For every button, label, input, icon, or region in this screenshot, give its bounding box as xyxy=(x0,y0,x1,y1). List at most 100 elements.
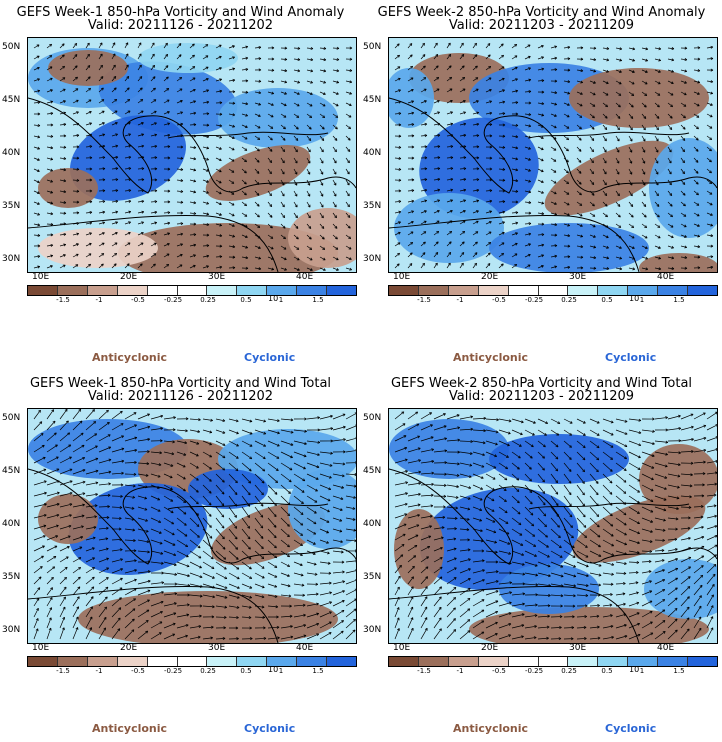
wind-vector xyxy=(228,495,237,507)
wind-vector xyxy=(602,517,614,527)
wind-vector-head xyxy=(303,454,307,458)
wind-vector xyxy=(98,145,105,148)
wind-vector-head xyxy=(76,145,80,149)
wind-vector-head xyxy=(457,450,460,454)
wind-vector-head xyxy=(101,253,105,256)
wind-vector-head xyxy=(528,211,532,215)
wind-vector-head xyxy=(105,537,109,541)
wind-vector xyxy=(85,421,96,431)
wind-vector xyxy=(215,234,222,237)
wind-vector xyxy=(602,625,614,629)
wind-vector xyxy=(150,451,162,454)
wind-vector xyxy=(46,577,54,585)
wind-vector-head xyxy=(678,427,682,431)
wind-vector-head xyxy=(567,234,571,238)
wind-vector xyxy=(176,550,189,558)
wind-vector xyxy=(485,473,496,480)
wind-vector xyxy=(176,254,183,258)
wind-vector-head xyxy=(219,147,222,150)
wind-vector xyxy=(485,124,493,126)
wind-vector-head xyxy=(340,497,344,501)
wind-vector-head xyxy=(604,182,607,186)
wind-vector-head xyxy=(487,54,491,58)
wind-vector-head xyxy=(669,127,673,130)
wind-vector-head xyxy=(81,514,85,518)
wind-vector xyxy=(111,133,118,137)
wind-vector xyxy=(202,190,209,194)
wind-vector xyxy=(46,89,53,93)
wind-vector-head xyxy=(82,457,86,460)
wind-vector-head xyxy=(541,67,545,71)
wind-vector-head xyxy=(261,575,265,579)
wind-vector-head xyxy=(153,87,156,91)
wind-vector xyxy=(137,438,150,442)
wind-vector-head xyxy=(671,267,675,271)
wind-vector xyxy=(589,572,602,576)
wind-vector-head xyxy=(480,539,484,543)
wind-vector-head xyxy=(81,525,84,529)
wind-vector xyxy=(176,506,187,515)
wind-vector-head xyxy=(487,252,491,256)
wind-vector-head xyxy=(541,254,544,258)
wind-vector-head xyxy=(424,627,428,631)
wind-vector-head xyxy=(113,263,117,267)
wind-vector xyxy=(524,223,532,225)
wind-vector-head xyxy=(114,110,118,114)
wind-vector xyxy=(654,569,665,574)
wind-vector xyxy=(511,484,520,492)
wind-vector-head xyxy=(145,473,149,477)
wind-vector-head xyxy=(336,268,339,271)
wind-vector-head xyxy=(603,171,607,175)
wind-vector xyxy=(111,232,118,236)
wind-vector xyxy=(202,451,212,458)
wind-vector xyxy=(706,102,713,106)
wind-vector xyxy=(537,615,550,618)
wind-vector xyxy=(446,262,451,269)
wind-vector-head xyxy=(50,265,53,268)
wind-vector-head xyxy=(232,224,235,227)
wind-vector-head xyxy=(535,603,538,607)
wind-vector-head xyxy=(193,201,197,205)
wind-vector-head xyxy=(117,617,121,621)
wind-vector-head xyxy=(567,80,571,84)
wind-vector-head xyxy=(611,553,615,557)
wind-vector-head xyxy=(417,513,420,517)
wind-vector-head xyxy=(533,544,537,547)
wind-vector xyxy=(345,179,350,186)
wind-vector xyxy=(241,113,248,117)
wind-vector xyxy=(228,528,238,540)
wind-vector-head xyxy=(270,126,274,129)
wind-vector-head xyxy=(118,527,122,531)
wind-vector-head xyxy=(146,609,150,613)
wind-vector xyxy=(420,252,426,258)
wind-vector xyxy=(576,561,589,567)
wind-vector xyxy=(293,146,298,153)
lon-label: 10E xyxy=(393,643,411,653)
wind-vector-head xyxy=(56,480,60,484)
wind-vector xyxy=(137,200,144,203)
wind-vector-head xyxy=(493,530,497,534)
wind-vector xyxy=(280,473,292,483)
wind-vector xyxy=(446,597,456,607)
wind-vector xyxy=(319,190,324,197)
wind-vector-head xyxy=(50,100,54,104)
wind-vector-head xyxy=(193,243,197,247)
wind-vector xyxy=(332,135,338,141)
wind-vector-head xyxy=(610,624,614,628)
wind-vector-head xyxy=(166,264,170,267)
wind-vector xyxy=(459,146,467,148)
wind-vector xyxy=(280,124,286,130)
wind-vector xyxy=(98,596,108,607)
wind-vector-head xyxy=(258,79,262,83)
wind-vector-head xyxy=(711,594,714,598)
wind-vector-head xyxy=(663,518,666,522)
wind-vector-head xyxy=(611,562,615,566)
wind-vector-head xyxy=(463,111,466,115)
wind-vector xyxy=(345,484,356,487)
wind-vector xyxy=(472,200,479,203)
wind-vector-head xyxy=(249,419,253,423)
wind-vector-head xyxy=(341,609,345,613)
wind-vector-head xyxy=(671,58,675,62)
wind-vector-head xyxy=(542,479,545,483)
wind-vector xyxy=(420,515,433,519)
